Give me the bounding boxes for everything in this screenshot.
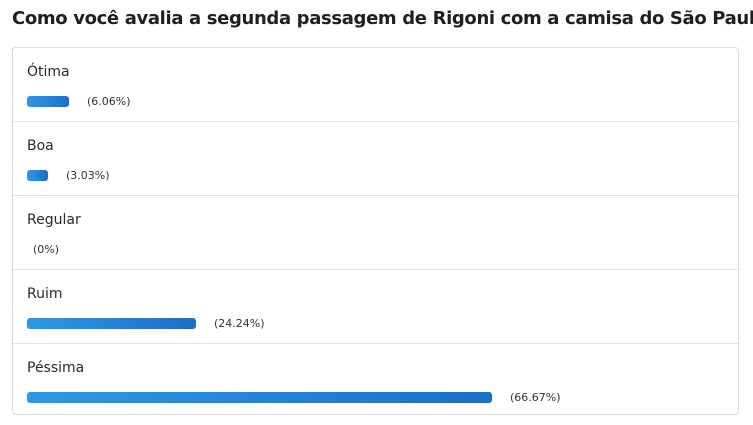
option-label: Regular bbox=[27, 212, 81, 228]
poll-option: Regular (0%) bbox=[13, 196, 738, 270]
percent-text: (66.67%) bbox=[510, 390, 561, 404]
poll-option: Ótima (6.06%) bbox=[13, 48, 738, 122]
poll-option: Boa (3.03%) bbox=[13, 122, 738, 196]
option-label: Ruim bbox=[27, 286, 63, 302]
result-bar-fill bbox=[27, 169, 48, 181]
percent-text: (3.03%) bbox=[66, 168, 110, 182]
percent-text: (6.06%) bbox=[87, 94, 131, 108]
result-bar bbox=[27, 317, 196, 329]
option-label: Boa bbox=[27, 138, 54, 154]
option-label: Péssima bbox=[27, 360, 85, 376]
option-label: Ótima bbox=[27, 64, 70, 80]
result-bar-fill bbox=[27, 95, 69, 107]
result-bar-fill bbox=[27, 391, 492, 403]
poll-results-card: Ótima (6.06%) Boa (3.03%) Regular (0%) R… bbox=[12, 47, 739, 415]
result-bar-fill bbox=[27, 317, 196, 329]
result-bar bbox=[27, 391, 492, 403]
percent-text: (0%) bbox=[33, 242, 60, 256]
result-bar bbox=[27, 169, 48, 181]
poll-option: Péssima (66.67%) bbox=[13, 344, 738, 414]
poll-title: Como você avalia a segunda passagem de R… bbox=[12, 8, 753, 29]
result-bar bbox=[27, 95, 69, 107]
poll-option: Ruim (24.24%) bbox=[13, 270, 738, 344]
percent-text: (24.24%) bbox=[214, 316, 265, 330]
